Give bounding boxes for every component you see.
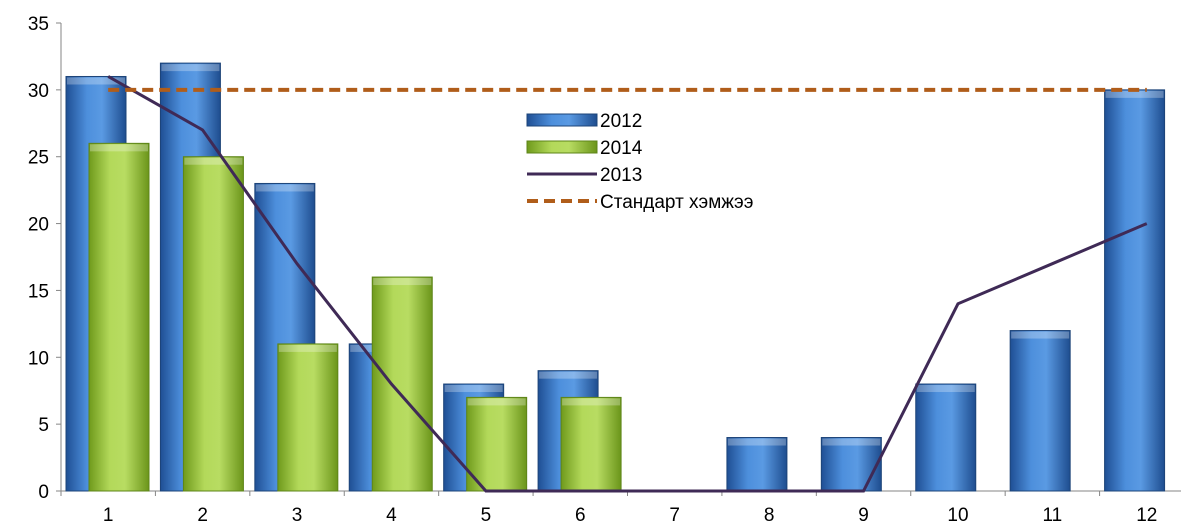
x-tick-label: 12: [1136, 505, 1157, 526]
bar-2014-3: [277, 343, 339, 492]
legend-item: 2013: [527, 165, 642, 186]
bars: [65, 62, 1166, 492]
legend-label: 2014: [600, 138, 643, 159]
bar-2014-2: [182, 156, 244, 492]
x-tick-label: 5: [481, 505, 492, 526]
x-tick-label: 10: [947, 505, 968, 526]
y-tick-label: 35: [28, 14, 49, 35]
bar-2012-9: [820, 437, 882, 492]
legend-label: 2013: [600, 165, 642, 186]
bar-2012-11: [1009, 330, 1071, 492]
legend-swatch: [526, 113, 598, 127]
x-tick-label: 8: [764, 505, 775, 526]
x-tick-label: 3: [292, 505, 303, 526]
x-tick-label: 2: [197, 505, 208, 526]
y-tick-label: 5: [38, 415, 49, 436]
y-tick-label: 25: [28, 148, 49, 169]
y-tick-label: 0: [38, 482, 49, 503]
bar-2014-1: [88, 142, 150, 492]
legend-label: Стандарт хэмжээ: [600, 192, 753, 213]
bar-2014-4: [371, 276, 433, 492]
x-tick-label: 11: [1043, 505, 1063, 526]
y-tick-label: 10: [28, 348, 49, 369]
legend-item: 2014: [526, 138, 643, 159]
bar-2014-5: [466, 396, 528, 492]
bar-2012-10: [915, 383, 977, 492]
x-tick-label: 9: [858, 505, 869, 526]
x-tick-label: 6: [575, 505, 586, 526]
lines: [107, 75, 1148, 493]
x-tick-label: 4: [386, 505, 397, 526]
legend-swatch: [526, 140, 598, 154]
x-tick-label: 7: [669, 505, 680, 526]
bar-2014-6: [560, 396, 622, 492]
y-tick-label: 30: [28, 81, 49, 102]
bar-2012-8: [726, 437, 788, 492]
y-tick-label: 20: [28, 215, 49, 236]
legend-item: 2012: [526, 111, 642, 132]
x-tick-label: 1: [103, 505, 114, 526]
legend-item: Стандарт хэмжээ: [527, 192, 753, 213]
legend: 2012 2014 2013 Стандарт хэмжээ: [526, 111, 753, 213]
series-line-2013: [107, 75, 1148, 493]
legend-label: 2012: [600, 111, 642, 132]
bar-2012-12: [1104, 89, 1166, 492]
y-tick-label: 15: [28, 281, 49, 302]
